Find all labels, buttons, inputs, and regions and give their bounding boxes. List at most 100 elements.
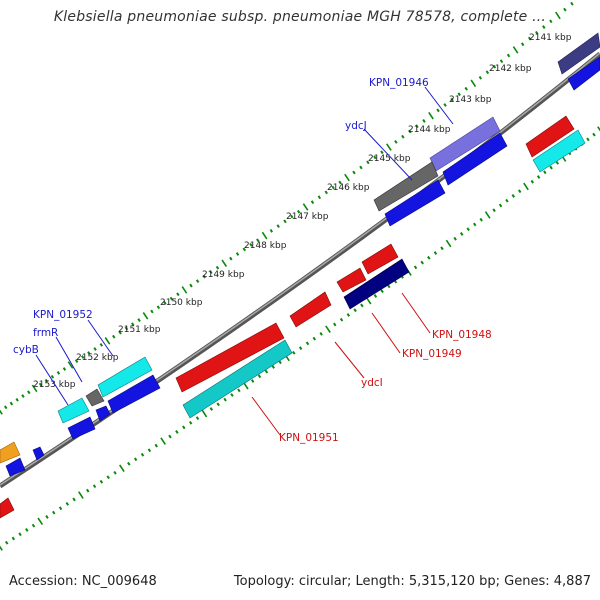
major-tick (221, 259, 228, 267)
minor-tick (586, 137, 590, 142)
gene-feature[interactable] (0, 441, 21, 464)
gene-feature[interactable] (95, 405, 111, 422)
gene-feature[interactable] (32, 446, 45, 461)
minor-tick (276, 224, 280, 228)
minor-tick (147, 448, 152, 453)
callout-lines (35, 86, 454, 436)
minor-tick (360, 303, 364, 308)
gene-feature[interactable] (373, 161, 439, 212)
gene-feature[interactable] (5, 457, 26, 477)
minor-tick (324, 190, 328, 195)
minor-tick (44, 378, 49, 383)
minor-tick (3, 405, 8, 410)
minor-tick (215, 265, 220, 270)
major-tick (37, 517, 44, 526)
minor-tick (209, 270, 213, 275)
gene-label-kpn-01948: KPN_01948 (432, 329, 492, 341)
minor-tick (65, 501, 70, 506)
minor-tick (21, 394, 25, 398)
minor-tick (156, 305, 161, 310)
minor-tick (278, 360, 282, 365)
major-tick (31, 384, 38, 393)
tick-label-2148: 2148 kbp (244, 241, 287, 251)
minor-tick (118, 330, 122, 335)
minor-tick (189, 283, 193, 288)
major-tick (160, 437, 166, 445)
gene-feature[interactable] (361, 243, 399, 275)
minor-tick (92, 484, 97, 489)
minor-tick (137, 318, 141, 322)
minor-tick (305, 341, 310, 346)
tick-label-2144: 2144 kbp (408, 125, 451, 135)
minor-tick (4, 540, 9, 545)
minor-tick (453, 236, 457, 241)
minor-tick (459, 232, 464, 236)
minor-tick (535, 30, 539, 35)
gene-feature[interactable] (182, 339, 293, 419)
minor-tick (436, 108, 440, 113)
gene-feature[interactable] (107, 374, 161, 414)
minor-tick (169, 296, 174, 301)
gene-feature[interactable] (384, 179, 446, 227)
minor-tick (235, 252, 240, 256)
major-tick (597, 126, 600, 132)
gene-feature[interactable] (442, 132, 508, 186)
gene-feature[interactable] (525, 115, 575, 158)
minor-tick (154, 443, 158, 448)
minor-tick (296, 209, 301, 214)
gene-feature[interactable] (289, 291, 332, 328)
gene-feature[interactable] (175, 322, 285, 393)
minor-tick (124, 326, 129, 331)
minor-tick (18, 532, 22, 537)
major-tick (344, 173, 350, 182)
gene-feature[interactable] (57, 397, 90, 424)
minor-tick (464, 86, 468, 91)
minor-tick (338, 180, 342, 185)
minor-tick (433, 251, 438, 255)
minor-tick (511, 194, 516, 198)
minor-tick (292, 350, 296, 355)
gene-feature[interactable] (0, 497, 15, 519)
minor-tick (530, 179, 535, 184)
tick-label-2146: 2146 kbp (327, 183, 370, 193)
major-tick (0, 409, 3, 415)
tick-label-2152: 2152 kbp (76, 353, 119, 363)
minor-tick (150, 309, 154, 314)
minor-tick (499, 59, 504, 64)
gene-feature[interactable] (336, 267, 367, 293)
minor-tick (331, 185, 335, 190)
gene-label-ydci: ydcI (361, 377, 383, 389)
minor-tick (346, 313, 351, 317)
major-tick (78, 491, 84, 499)
major-tick (119, 464, 125, 473)
minor-tick (542, 25, 546, 29)
gene-feature[interactable] (67, 416, 96, 440)
major-tick (0, 545, 3, 551)
minor-tick (223, 397, 227, 402)
minor-tick (50, 374, 55, 379)
gene-feature[interactable] (85, 388, 105, 407)
minor-tick (140, 452, 145, 457)
minor-tick (31, 523, 36, 528)
gene-feature[interactable] (97, 356, 153, 398)
minor-tick (549, 165, 553, 170)
minor-tick (440, 246, 444, 251)
minor-tick (290, 214, 294, 219)
gene-feature[interactable] (567, 56, 600, 91)
minor-tick (133, 457, 138, 462)
minor-tick (317, 195, 322, 200)
major-tick (67, 361, 74, 369)
gene-feature[interactable] (343, 258, 410, 310)
minor-tick (202, 274, 206, 279)
minor-tick (229, 256, 233, 261)
minor-tick (570, 1, 574, 6)
inner-tick-ruler (0, 126, 600, 551)
gene-feature[interactable] (532, 129, 586, 173)
minor-tick (450, 97, 454, 102)
gene-feature[interactable] (557, 32, 600, 75)
minor-tick (339, 317, 344, 322)
minor-tick (283, 219, 287, 224)
minor-tick (333, 322, 337, 327)
minor-tick (250, 379, 255, 383)
tick-label-2150: 2150 kbp (160, 298, 203, 308)
